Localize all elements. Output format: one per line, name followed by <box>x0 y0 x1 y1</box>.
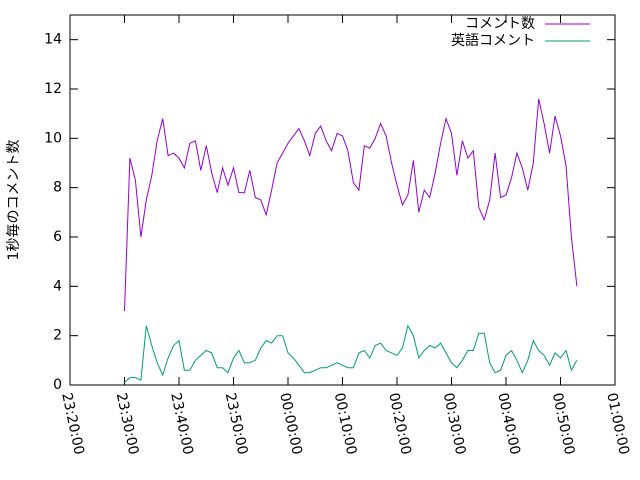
y-tick-label: 14 <box>44 32 62 48</box>
plot-frame <box>69 14 616 386</box>
legend-label: コメント数 <box>465 16 535 32</box>
x-tick-label: 23:20:00 <box>58 391 87 456</box>
x-tick-label: 23:50:00 <box>222 391 251 456</box>
y-tick-label: 6 <box>53 229 62 245</box>
y-tick-label: 4 <box>53 278 62 294</box>
x-tick-label: 00:50:00 <box>549 391 578 456</box>
x-tick-label: 23:30:00 <box>113 391 142 456</box>
x-tick-label: 00:40:00 <box>494 391 523 456</box>
x-tick-label: 00:00:00 <box>276 391 305 456</box>
x-tick-label: 00:20:00 <box>385 391 414 456</box>
y-axis-label: 1秒毎のコメント数 <box>6 140 22 261</box>
y-tick-label: 0 <box>53 377 62 393</box>
x-tick-label: 00:10:00 <box>331 391 360 456</box>
x-tick-label: 01:00:00 <box>603 391 632 456</box>
y-tick-label: 12 <box>44 81 62 97</box>
x-tick-label: 00:30:00 <box>440 391 469 456</box>
series-line <box>124 98 578 312</box>
y-tick-label: 2 <box>53 328 62 344</box>
legend-label: 英語コメント <box>451 32 535 49</box>
y-tick-label: 8 <box>53 180 62 196</box>
x-tick-label: 23:40:00 <box>167 391 196 456</box>
y-tick-label: 10 <box>44 130 62 146</box>
series-line <box>124 324 578 383</box>
